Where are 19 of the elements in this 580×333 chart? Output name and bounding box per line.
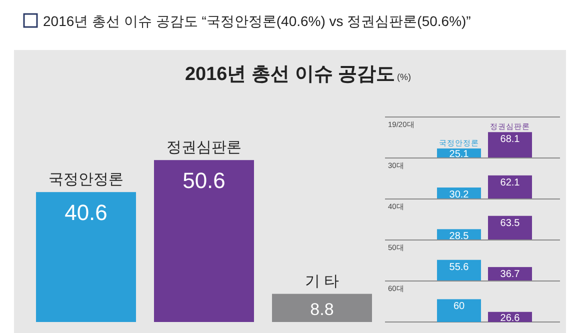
data-label: 28.5 <box>449 231 470 242</box>
data-label: 63.5 <box>500 218 520 229</box>
x-tick-label: 정권심판론 <box>166 139 242 156</box>
x-tick-label: 기 타 <box>304 272 340 290</box>
y-axis-title: (%) <box>397 72 412 82</box>
chart-title: 2016년 총선 이슈 공감도 “국정안정론(40.6%) vs 정권심판론(50.6%)” <box>43 13 472 29</box>
data-label: 8.8 <box>310 300 334 319</box>
data-label: 25.1 <box>449 149 470 160</box>
data-label: 40.6 <box>64 200 108 226</box>
data-label: 60 <box>453 301 465 312</box>
data-label: 26.6 <box>500 313 520 324</box>
data-label: 30.2 <box>449 190 470 201</box>
data-label: 36.7 <box>500 269 520 280</box>
data-label: 50.6 <box>182 168 226 194</box>
x-tick-label: 국정안정론 <box>48 171 124 188</box>
data-label: 55.6 <box>449 262 470 273</box>
chart-subtitle: 2016년 총선 이슈 공감도 <box>184 64 396 85</box>
data-label: 68.1 <box>500 134 520 146</box>
data-label: 62.1 <box>500 177 520 188</box>
